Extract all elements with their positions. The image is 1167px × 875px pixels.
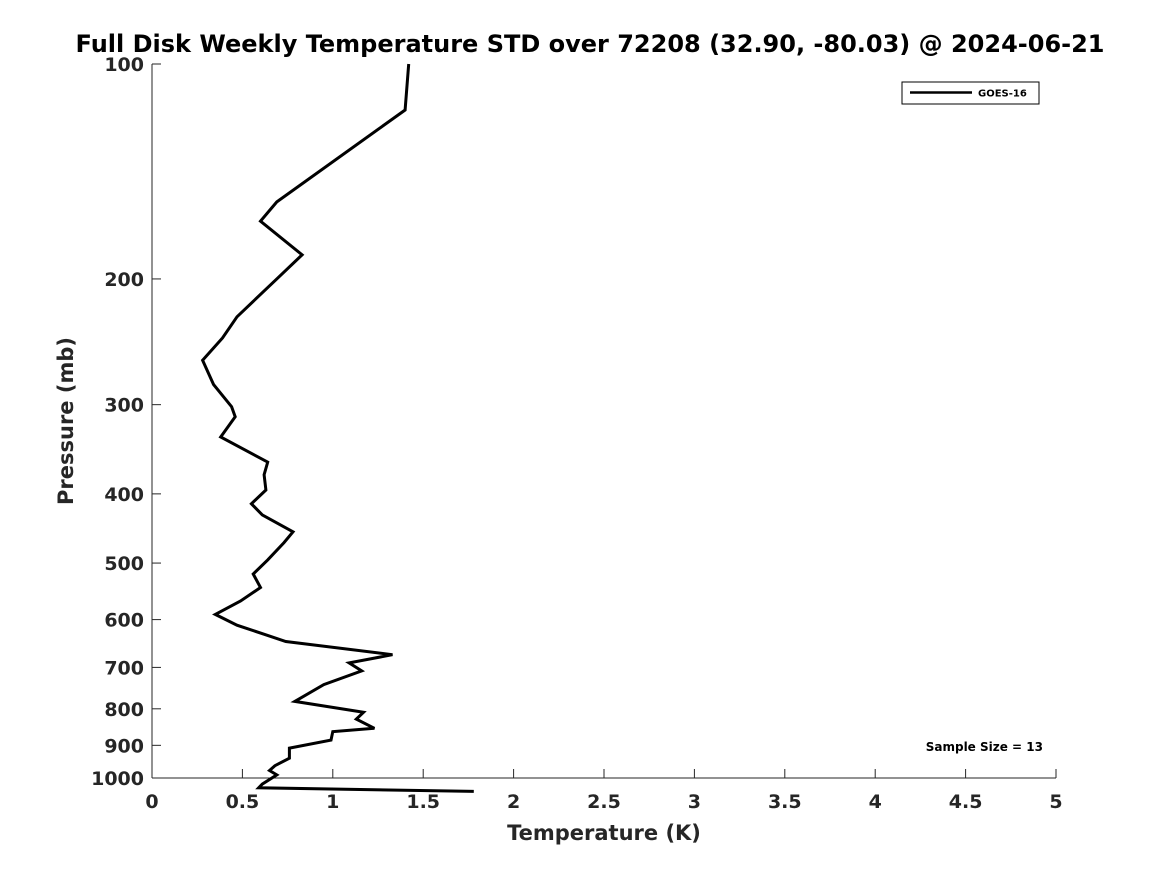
legend-label-goes-16: GOES-16: [978, 89, 1027, 100]
legend: GOES-16: [901, 81, 1040, 105]
x-axis-label: Temperature (K): [507, 821, 701, 845]
x-ticks: 0 0.5 1 1.5 2 2.5 3 3.5 4 4.5 5: [145, 769, 1063, 813]
x-tick-label: 1.5: [406, 791, 440, 813]
x-tick-label: 0.5: [226, 791, 260, 813]
x-tick-label: 2: [507, 791, 520, 813]
x-tick-label: 0: [145, 791, 158, 813]
x-tick-label: 4: [869, 791, 882, 813]
chart-title: Full Disk Weekly Temperature STD over 72…: [76, 30, 1105, 58]
x-tick-label: 5: [1049, 791, 1062, 813]
y-tick-label: 200: [104, 269, 144, 291]
y-tick-label: 400: [104, 484, 144, 506]
x-tick-label: 3: [688, 791, 701, 813]
y-tick-label: 600: [104, 610, 144, 632]
x-tick-label: 2.5: [587, 791, 621, 813]
y-tick-label: 700: [104, 657, 144, 679]
series-layer: [200, 63, 474, 793]
series-line-goes-16: [200, 63, 474, 793]
y-tick-label: 100: [104, 54, 144, 76]
sample-size-annotation: Sample Size = 13: [926, 740, 1043, 754]
y-axis-label: Pressure (mb): [54, 337, 78, 505]
y-tick-label: 300: [104, 395, 144, 417]
x-tick-label: 3.5: [768, 791, 802, 813]
y-tick-label: 500: [104, 553, 144, 575]
y-ticks: 100 200 300 400 500 600 700 800 900 1000: [91, 54, 161, 790]
x-tick-label: 1: [326, 791, 339, 813]
y-tick-label: 800: [104, 699, 144, 721]
y-tick-label: 900: [104, 735, 144, 757]
x-tick-label: 4.5: [949, 791, 983, 813]
y-tick-label: 1000: [91, 768, 144, 790]
